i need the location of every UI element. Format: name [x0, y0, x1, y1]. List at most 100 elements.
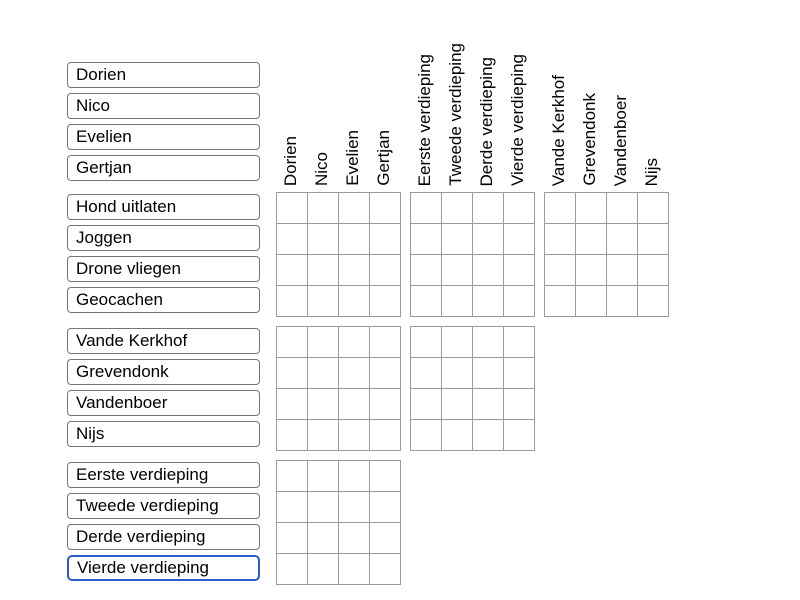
grid-cell[interactable]: [442, 327, 473, 358]
label-input-dorien[interactable]: [67, 62, 260, 88]
grid-cell[interactable]: [308, 193, 339, 224]
label-input-vande-kerkhof[interactable]: [67, 328, 260, 354]
grid-cell[interactable]: [442, 255, 473, 286]
grid-cell[interactable]: [308, 523, 339, 554]
grid-cell[interactable]: [504, 193, 535, 224]
grid-cell[interactable]: [411, 224, 442, 255]
grid-cell[interactable]: [607, 193, 638, 224]
grid-cell[interactable]: [308, 286, 339, 317]
grid-cell[interactable]: [370, 420, 401, 451]
grid-cell[interactable]: [370, 286, 401, 317]
grid-cell[interactable]: [339, 420, 370, 451]
grid-cell[interactable]: [576, 224, 607, 255]
grid-cell[interactable]: [411, 420, 442, 451]
grid-cell[interactable]: [277, 193, 308, 224]
grid-cell[interactable]: [473, 286, 504, 317]
grid-cell[interactable]: [339, 193, 370, 224]
grid-cell[interactable]: [442, 286, 473, 317]
grid-cell[interactable]: [576, 286, 607, 317]
grid-cell[interactable]: [638, 286, 669, 317]
grid-cell[interactable]: [308, 224, 339, 255]
grid-cell[interactable]: [277, 420, 308, 451]
grid-cell[interactable]: [277, 255, 308, 286]
grid-cell[interactable]: [370, 554, 401, 585]
label-input-geocachen[interactable]: [67, 287, 260, 313]
grid-cell[interactable]: [504, 358, 535, 389]
grid-cell[interactable]: [308, 420, 339, 451]
grid-cell[interactable]: [277, 554, 308, 585]
grid-cell[interactable]: [576, 193, 607, 224]
grid-cell[interactable]: [339, 523, 370, 554]
grid-cell[interactable]: [339, 492, 370, 523]
label-input-evelien[interactable]: [67, 124, 260, 150]
grid-cell[interactable]: [607, 224, 638, 255]
grid-cell[interactable]: [473, 389, 504, 420]
grid-cell[interactable]: [277, 327, 308, 358]
grid-cell[interactable]: [504, 255, 535, 286]
grid-cell[interactable]: [473, 358, 504, 389]
grid-cell[interactable]: [308, 554, 339, 585]
grid-cell[interactable]: [473, 327, 504, 358]
grid-cell[interactable]: [411, 255, 442, 286]
label-input-eerste-verdieping[interactable]: [67, 462, 260, 488]
grid-cell[interactable]: [308, 492, 339, 523]
grid-cell[interactable]: [442, 358, 473, 389]
grid-cell[interactable]: [545, 255, 576, 286]
grid-cell[interactable]: [370, 461, 401, 492]
grid-cell[interactable]: [545, 193, 576, 224]
grid-cell[interactable]: [545, 286, 576, 317]
label-input-nijs[interactable]: [67, 421, 260, 447]
grid-cell[interactable]: [277, 461, 308, 492]
grid-cell[interactable]: [545, 224, 576, 255]
grid-cell[interactable]: [308, 327, 339, 358]
label-input-gertjan[interactable]: [67, 155, 260, 181]
label-input-grevendonk[interactable]: [67, 359, 260, 385]
grid-cell[interactable]: [638, 224, 669, 255]
grid-cell[interactable]: [339, 389, 370, 420]
grid-cell[interactable]: [277, 523, 308, 554]
grid-cell[interactable]: [339, 255, 370, 286]
label-input-joggen[interactable]: [67, 225, 260, 251]
grid-cell[interactable]: [370, 193, 401, 224]
grid-cell[interactable]: [277, 286, 308, 317]
grid-cell[interactable]: [473, 224, 504, 255]
grid-cell[interactable]: [411, 389, 442, 420]
grid-cell[interactable]: [277, 492, 308, 523]
grid-cell[interactable]: [638, 193, 669, 224]
grid-cell[interactable]: [504, 286, 535, 317]
grid-cell[interactable]: [442, 420, 473, 451]
grid-cell[interactable]: [638, 255, 669, 286]
grid-cell[interactable]: [308, 461, 339, 492]
grid-cell[interactable]: [370, 327, 401, 358]
grid-cell[interactable]: [504, 327, 535, 358]
grid-cell[interactable]: [607, 255, 638, 286]
grid-cell[interactable]: [411, 193, 442, 224]
grid-cell[interactable]: [607, 286, 638, 317]
grid-cell[interactable]: [473, 255, 504, 286]
label-input-tweede-verdieping[interactable]: [67, 493, 260, 519]
grid-cell[interactable]: [339, 554, 370, 585]
grid-cell[interactable]: [370, 358, 401, 389]
grid-cell[interactable]: [411, 358, 442, 389]
label-input-derde-verdieping[interactable]: [67, 524, 260, 550]
grid-cell[interactable]: [339, 286, 370, 317]
grid-cell[interactable]: [370, 523, 401, 554]
grid-cell[interactable]: [339, 327, 370, 358]
grid-cell[interactable]: [277, 389, 308, 420]
grid-cell[interactable]: [504, 420, 535, 451]
grid-cell[interactable]: [277, 358, 308, 389]
label-input-nico[interactable]: [67, 93, 260, 119]
grid-cell[interactable]: [442, 389, 473, 420]
grid-cell[interactable]: [339, 461, 370, 492]
grid-cell[interactable]: [308, 255, 339, 286]
grid-cell[interactable]: [473, 420, 504, 451]
grid-cell[interactable]: [308, 389, 339, 420]
label-input-vierde-verdieping[interactable]: [67, 555, 260, 581]
label-input-hond-uitlaten[interactable]: [67, 194, 260, 220]
grid-cell[interactable]: [370, 255, 401, 286]
grid-cell[interactable]: [308, 358, 339, 389]
grid-cell[interactable]: [504, 224, 535, 255]
grid-cell[interactable]: [339, 358, 370, 389]
grid-cell[interactable]: [370, 492, 401, 523]
grid-cell[interactable]: [576, 255, 607, 286]
